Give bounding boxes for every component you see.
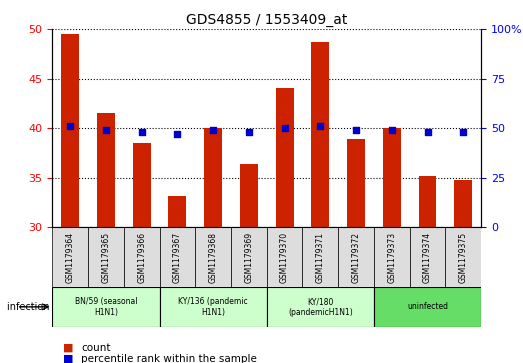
Point bbox=[173, 131, 181, 137]
Bar bbox=[418, 176, 437, 228]
Text: GSM1179366: GSM1179366 bbox=[137, 232, 146, 283]
Point bbox=[66, 123, 74, 129]
Text: GSM1179364: GSM1179364 bbox=[66, 232, 75, 283]
FancyBboxPatch shape bbox=[52, 228, 88, 287]
Text: GSM1179367: GSM1179367 bbox=[173, 232, 182, 283]
Bar bbox=[168, 196, 186, 228]
FancyBboxPatch shape bbox=[302, 228, 338, 287]
Point bbox=[459, 129, 468, 135]
Bar bbox=[454, 180, 472, 228]
FancyBboxPatch shape bbox=[88, 228, 124, 287]
Bar bbox=[240, 164, 258, 228]
FancyBboxPatch shape bbox=[446, 228, 481, 287]
Text: GSM1179368: GSM1179368 bbox=[209, 232, 218, 283]
Bar bbox=[311, 42, 329, 228]
FancyBboxPatch shape bbox=[410, 228, 446, 287]
Text: GSM1179370: GSM1179370 bbox=[280, 232, 289, 283]
Text: infection: infection bbox=[7, 302, 52, 312]
Text: uninfected: uninfected bbox=[407, 302, 448, 311]
Bar bbox=[61, 34, 79, 228]
Text: BN/59 (seasonal
H1N1): BN/59 (seasonal H1N1) bbox=[75, 297, 137, 317]
Point bbox=[424, 129, 432, 135]
Text: GSM1179369: GSM1179369 bbox=[244, 232, 253, 283]
FancyBboxPatch shape bbox=[338, 228, 374, 287]
Text: ■: ■ bbox=[63, 342, 73, 352]
Text: GSM1179365: GSM1179365 bbox=[101, 232, 110, 283]
Point bbox=[316, 123, 324, 129]
Text: count: count bbox=[81, 343, 110, 354]
Text: GSM1179372: GSM1179372 bbox=[351, 232, 360, 283]
Bar bbox=[347, 139, 365, 228]
FancyBboxPatch shape bbox=[124, 228, 160, 287]
Text: ■: ■ bbox=[63, 353, 73, 363]
Bar bbox=[204, 128, 222, 228]
Text: percentile rank within the sample: percentile rank within the sample bbox=[81, 354, 257, 363]
Text: KY/136 (pandemic
H1N1): KY/136 (pandemic H1N1) bbox=[178, 297, 248, 317]
Text: GSM1179373: GSM1179373 bbox=[388, 232, 396, 283]
Point bbox=[352, 127, 360, 133]
FancyBboxPatch shape bbox=[374, 228, 410, 287]
Text: KY/180
(pandemicH1N1): KY/180 (pandemicH1N1) bbox=[288, 297, 353, 317]
Bar bbox=[276, 87, 293, 228]
Point bbox=[245, 129, 253, 135]
Bar bbox=[97, 113, 115, 228]
FancyBboxPatch shape bbox=[374, 287, 481, 327]
FancyBboxPatch shape bbox=[231, 228, 267, 287]
FancyBboxPatch shape bbox=[160, 287, 267, 327]
FancyBboxPatch shape bbox=[267, 228, 302, 287]
Bar bbox=[383, 128, 401, 228]
Point bbox=[388, 127, 396, 133]
FancyBboxPatch shape bbox=[267, 287, 374, 327]
FancyBboxPatch shape bbox=[195, 228, 231, 287]
Bar bbox=[133, 143, 151, 228]
Text: GSM1179374: GSM1179374 bbox=[423, 232, 432, 283]
Point bbox=[101, 127, 110, 133]
Point bbox=[209, 127, 218, 133]
Title: GDS4855 / 1553409_at: GDS4855 / 1553409_at bbox=[186, 13, 347, 26]
FancyBboxPatch shape bbox=[160, 228, 195, 287]
Text: GSM1179375: GSM1179375 bbox=[459, 232, 468, 283]
Text: GSM1179371: GSM1179371 bbox=[316, 232, 325, 283]
Point bbox=[138, 129, 146, 135]
Point bbox=[280, 125, 289, 131]
FancyBboxPatch shape bbox=[52, 287, 160, 327]
